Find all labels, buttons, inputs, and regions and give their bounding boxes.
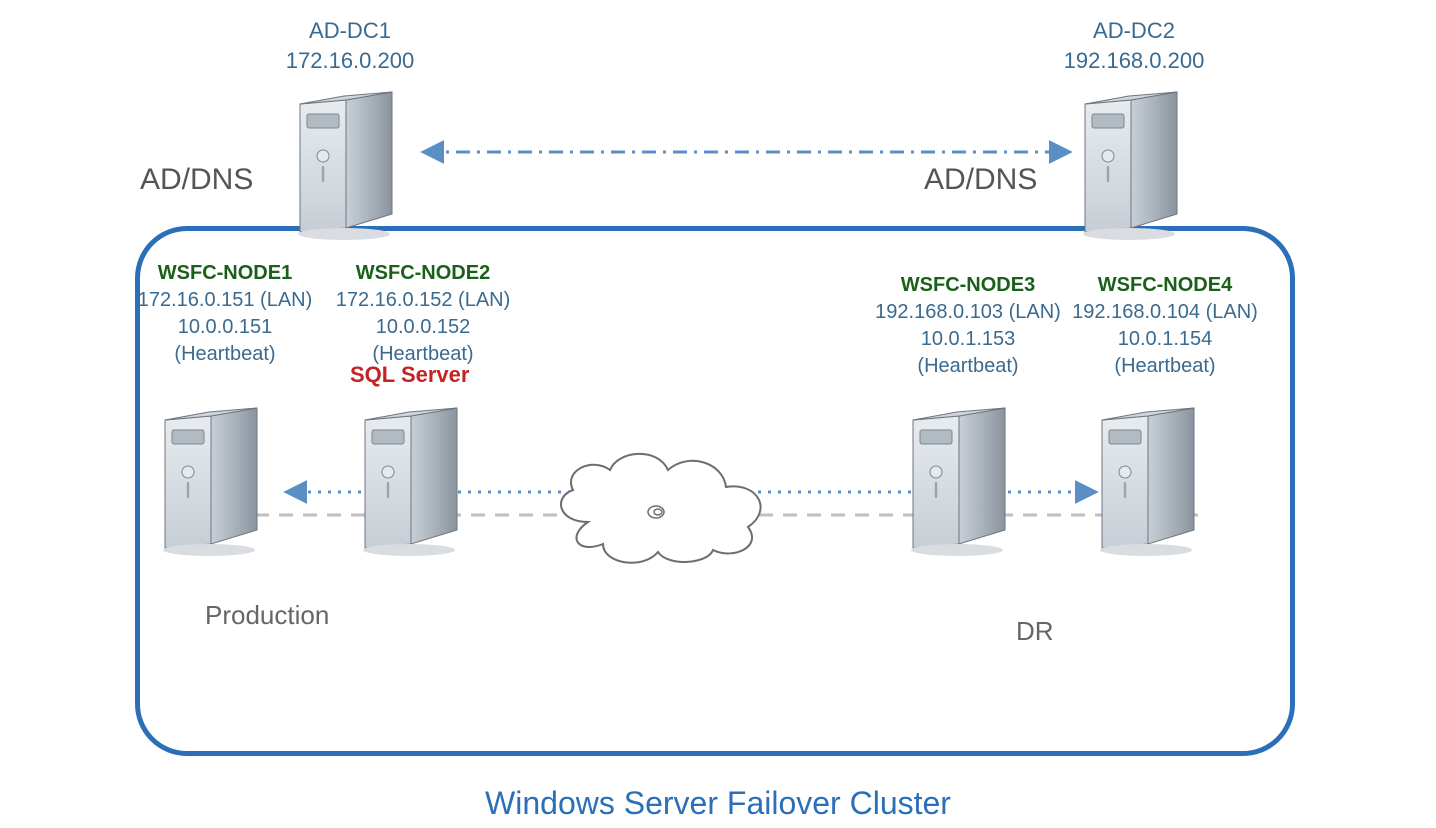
node3-hb-label: (Heartbeat) <box>917 355 1018 377</box>
server-icon-node3 <box>911 408 1005 556</box>
dc2-ip: 192.168.0.200 <box>1064 48 1205 73</box>
dc1-role: AD/DNS <box>140 160 253 201</box>
node4-hb-label: (Heartbeat) <box>1114 355 1215 377</box>
server-icon-dc2 <box>1083 92 1177 240</box>
node2-name: WSFC-NODE2 <box>356 262 490 284</box>
dc1-ip: 172.16.0.200 <box>286 48 414 73</box>
node3-lan: 192.168.0.103 (LAN) <box>875 301 1061 323</box>
diagram-canvas: AD-DC1 172.16.0.200 AD/DNS AD-DC2 192.16… <box>0 0 1436 828</box>
node1-hb-ip: 10.0.0.151 <box>178 316 273 338</box>
dc2-role: AD/DNS <box>924 160 1037 201</box>
node3-name: WSFC-NODE3 <box>901 274 1035 296</box>
node3-label: WSFC-NODE3 192.168.0.103 (LAN) 10.0.1.15… <box>858 272 1078 380</box>
site-production-label: Production <box>205 598 329 633</box>
diagram-svg <box>0 0 1436 828</box>
server-icon-node1 <box>163 408 257 556</box>
server-icon-dc1 <box>298 92 392 240</box>
node2-hb-ip: 10.0.0.152 <box>376 316 471 338</box>
wan-cloud-icon <box>561 454 761 563</box>
dc1-label: AD-DC1 172.16.0.200 <box>260 16 440 75</box>
dc2-name: AD-DC2 <box>1093 18 1175 43</box>
node2-lan: 172.16.0.152 (LAN) <box>336 289 511 311</box>
node4-name: WSFC-NODE4 <box>1098 274 1232 296</box>
node4-lan: 192.168.0.104 (LAN) <box>1072 301 1258 323</box>
sql-server-label: SQL Server <box>350 360 469 390</box>
diagram-caption: Windows Server Failover Cluster <box>0 782 1436 825</box>
node1-name: WSFC-NODE1 <box>158 262 292 284</box>
dc2-label: AD-DC2 192.168.0.200 <box>1044 16 1224 75</box>
site-dr-label: DR <box>1016 614 1054 649</box>
server-icon-node4 <box>1100 408 1194 556</box>
dc1-name: AD-DC1 <box>309 18 391 43</box>
node1-hb-label: (Heartbeat) <box>174 343 275 365</box>
node3-hb-ip: 10.0.1.153 <box>921 328 1016 350</box>
node4-hb-ip: 10.0.1.154 <box>1118 328 1213 350</box>
node4-label: WSFC-NODE4 192.168.0.104 (LAN) 10.0.1.15… <box>1055 272 1275 380</box>
node1-lan: 172.16.0.151 (LAN) <box>138 289 313 311</box>
server-icon-node2 <box>363 408 457 556</box>
node2-label: WSFC-NODE2 172.16.0.152 (LAN) 10.0.0.152… <box>318 260 528 368</box>
node1-label: WSFC-NODE1 172.16.0.151 (LAN) 10.0.0.151… <box>120 260 330 368</box>
